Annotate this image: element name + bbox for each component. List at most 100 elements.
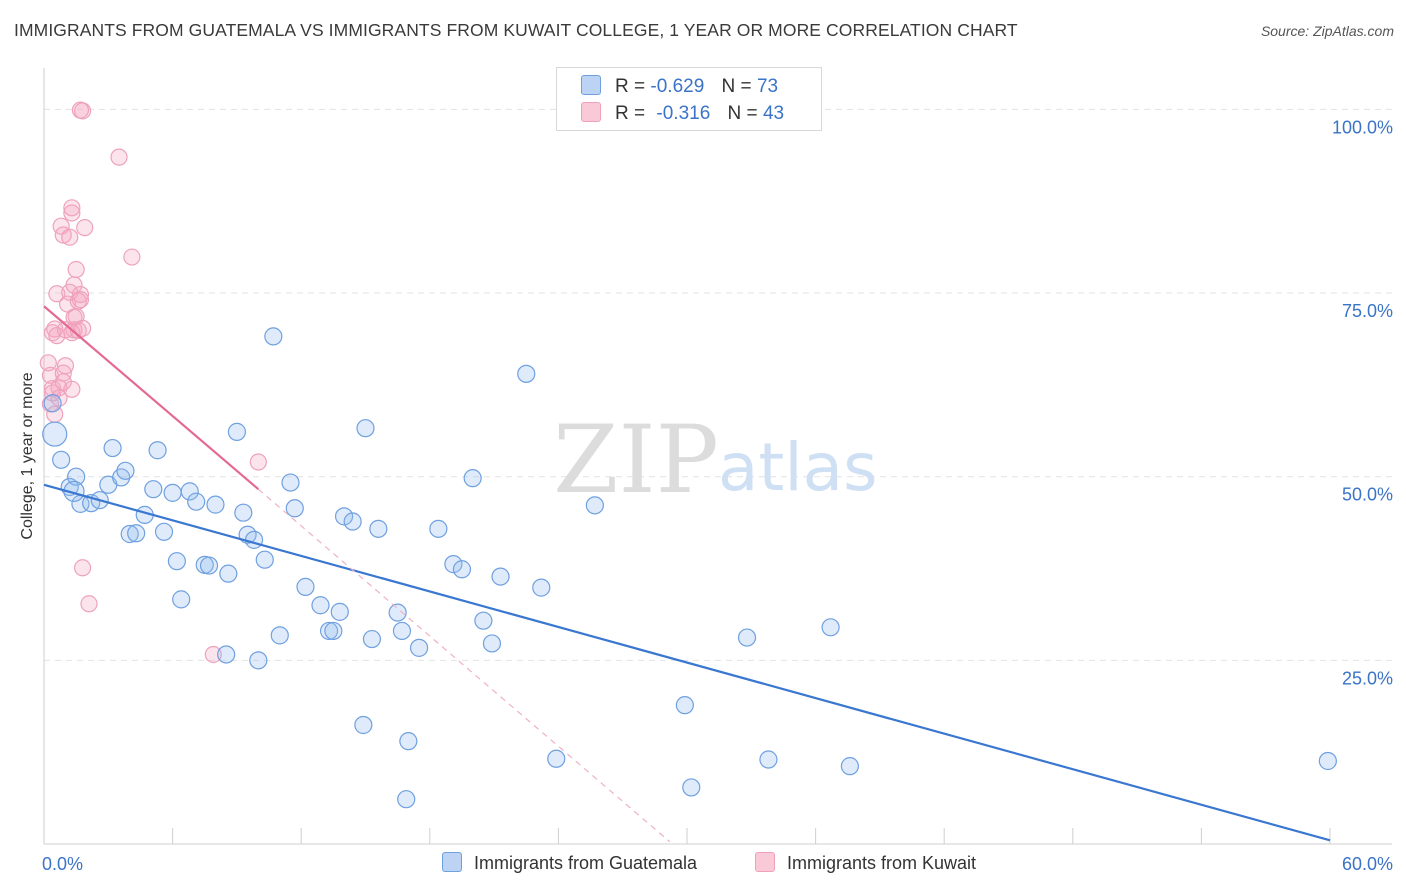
guatemala-point bbox=[285, 499, 304, 518]
guatemala-point bbox=[244, 530, 264, 549]
y-tick-label: 100.0% bbox=[1332, 117, 1393, 137]
kuwait-trend-line bbox=[43, 305, 260, 491]
guatemala-point bbox=[249, 651, 268, 670]
x-tick-label: 60.0% bbox=[1342, 854, 1393, 874]
guatemala-point bbox=[206, 495, 225, 514]
guatemala-point bbox=[227, 422, 246, 441]
legend-r-value: -0.629 bbox=[650, 76, 705, 97]
correlation-legend: R = -0.629 N = 73 R = -0.316 N = 43 bbox=[556, 67, 822, 131]
guatemala-points bbox=[42, 327, 1337, 809]
kuwait-point bbox=[249, 453, 267, 471]
legend-n-value: 43 bbox=[762, 103, 785, 124]
guatemala-point bbox=[397, 790, 416, 809]
guatemala-point bbox=[532, 578, 551, 597]
guatemala-point bbox=[356, 419, 375, 438]
kuwait-points bbox=[39, 101, 267, 664]
legend-n-label: N = bbox=[721, 76, 752, 97]
legend-r-label: R = bbox=[615, 76, 646, 97]
guatemala-point bbox=[163, 483, 182, 502]
legend-n-label: N = bbox=[727, 103, 758, 124]
guatemala-point bbox=[296, 577, 315, 596]
y-tick-label: 25.0% bbox=[1342, 668, 1393, 688]
watermark-atlas: atlas bbox=[718, 429, 878, 506]
guatemala-swatch bbox=[442, 852, 462, 872]
guatemala-point bbox=[343, 512, 362, 531]
guatemala-point bbox=[491, 567, 510, 586]
guatemala-point bbox=[388, 603, 407, 622]
y-axis-label: College, 1 year or more bbox=[19, 372, 36, 540]
axes bbox=[43, 68, 1392, 845]
kuwait-point bbox=[54, 226, 72, 244]
guatemala-point bbox=[199, 556, 219, 575]
guatemala-point bbox=[148, 441, 167, 460]
guatemala-point bbox=[1318, 751, 1337, 771]
legend-series-name: Immigrants from Kuwait bbox=[787, 853, 977, 873]
guatemala-point bbox=[187, 492, 206, 511]
guatemala-point bbox=[517, 364, 536, 383]
guatemala-point bbox=[444, 555, 463, 574]
kuwait-point bbox=[71, 285, 90, 304]
kuwait-point bbox=[56, 357, 75, 375]
kuwait-point bbox=[43, 379, 62, 398]
guatemala-point bbox=[675, 696, 694, 715]
kuwait-point bbox=[71, 291, 90, 309]
bottom-legend-guatemala: Immigrants from Guatemala bbox=[442, 852, 697, 874]
guatemala-point bbox=[482, 634, 502, 653]
guatemala-point bbox=[43, 394, 62, 413]
x-tick-label: 0.0% bbox=[42, 854, 83, 874]
guatemala-point bbox=[42, 421, 68, 447]
kuwait-point bbox=[71, 101, 90, 119]
tick-labels: 25.0% 50.0% 75.0% 100.0% 0.0% 60.0% bbox=[42, 117, 1393, 874]
kuwait-point bbox=[48, 285, 66, 303]
guatemala-point bbox=[127, 524, 146, 543]
source-credit: Source: ZipAtlas.com bbox=[1260, 23, 1394, 39]
guatemala-point bbox=[67, 467, 86, 486]
guatemala-point bbox=[154, 522, 174, 541]
legend-row-guatemala: R = -0.629 N = 73 bbox=[581, 75, 778, 98]
guatemala-swatch bbox=[581, 75, 601, 95]
guatemala-point bbox=[255, 550, 274, 569]
guatemala-point bbox=[270, 626, 289, 645]
guatemala-trend-line bbox=[43, 483, 1331, 842]
guatemala-point bbox=[311, 596, 330, 615]
y-tick-label: 50.0% bbox=[1342, 485, 1393, 505]
guatemala-point bbox=[167, 552, 186, 571]
legend-row-kuwait: R = -0.316 N = 43 bbox=[581, 102, 784, 125]
legend-series-name: Immigrants from Guatemala bbox=[474, 853, 698, 873]
guatemala-point bbox=[369, 519, 388, 538]
legend-r-label: R = bbox=[615, 103, 646, 124]
guatemala-point bbox=[474, 611, 493, 630]
gridlines bbox=[44, 108, 1392, 661]
guatemala-point bbox=[354, 715, 373, 735]
kuwait-trend-extension bbox=[257, 488, 671, 843]
guatemala-point bbox=[759, 750, 778, 769]
kuwait-point bbox=[63, 204, 81, 222]
guatemala-point bbox=[334, 507, 354, 526]
guatemala-point bbox=[429, 519, 448, 538]
guatemala-point bbox=[840, 757, 859, 776]
kuwait-point bbox=[63, 199, 81, 217]
kuwait-point bbox=[73, 319, 92, 337]
guatemala-point bbox=[682, 778, 701, 797]
guatemala-point bbox=[399, 732, 418, 751]
guatemala-point bbox=[452, 560, 472, 579]
bottom-legend-kuwait: Immigrants from Kuwait bbox=[755, 852, 976, 874]
kuwait-point bbox=[110, 148, 128, 166]
kuwait-point bbox=[61, 228, 79, 246]
guatemala-point bbox=[330, 602, 349, 621]
guatemala-point bbox=[409, 638, 429, 657]
guatemala-point bbox=[821, 618, 840, 637]
guatemala-point bbox=[547, 749, 566, 768]
chart-title: IMMIGRANTS FROM GUATEMALA VS IMMIGRANTS … bbox=[14, 20, 1018, 40]
kuwait-point bbox=[123, 248, 141, 266]
guatemala-point bbox=[737, 628, 757, 647]
kuwait-point bbox=[76, 219, 94, 237]
guatemala-point bbox=[585, 496, 604, 515]
guatemala-point bbox=[463, 469, 482, 488]
legend-n-value: 73 bbox=[756, 76, 779, 97]
kuwait-point bbox=[39, 354, 57, 372]
guatemala-point bbox=[103, 438, 122, 458]
trend-lines bbox=[43, 305, 1331, 843]
kuwait-point bbox=[80, 595, 98, 613]
